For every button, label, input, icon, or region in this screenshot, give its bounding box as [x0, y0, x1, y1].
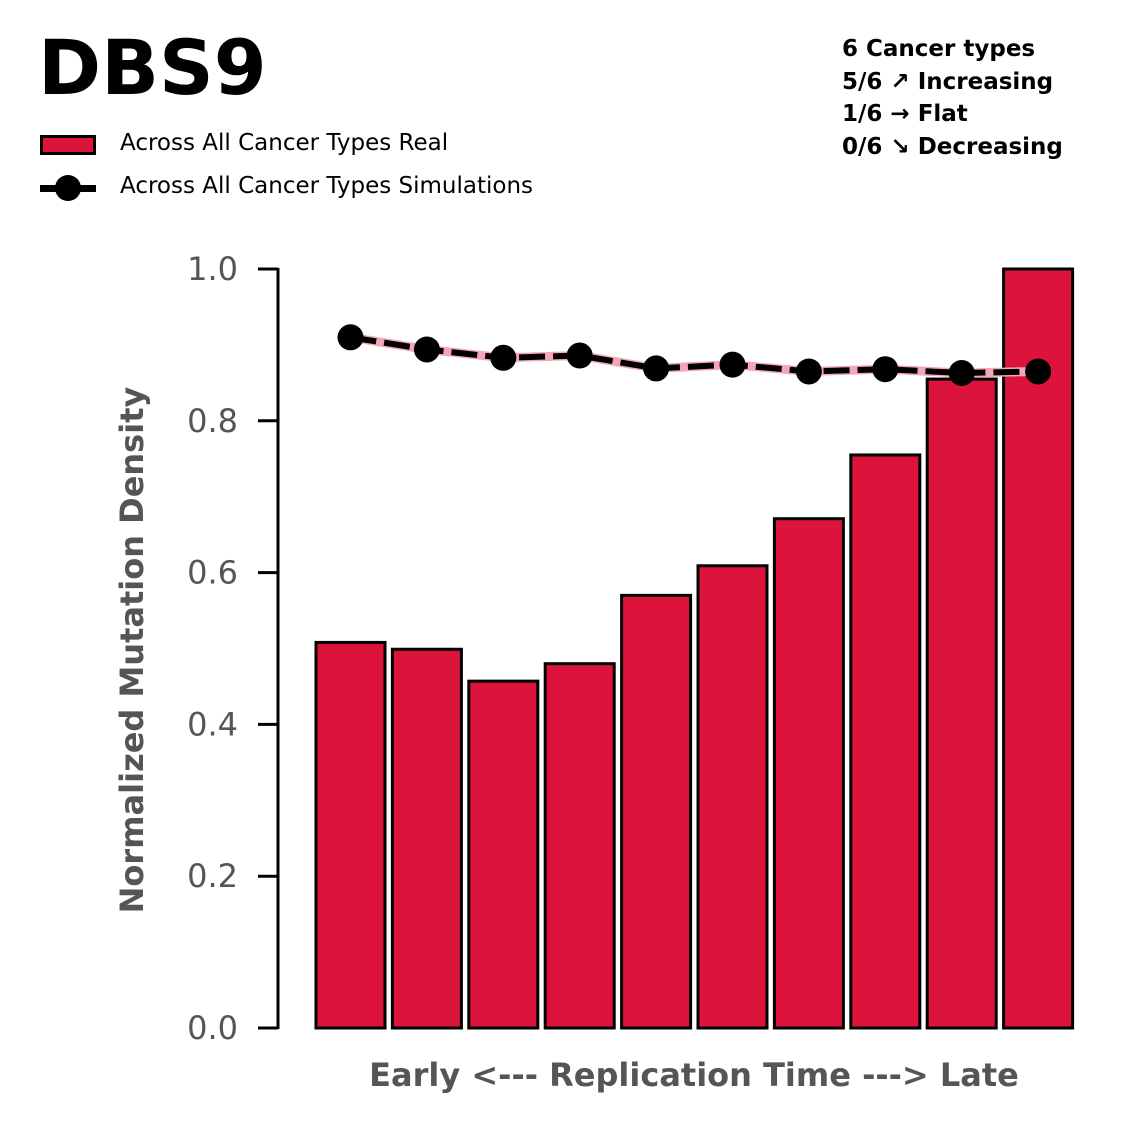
x-axis-title: Early <--- Replication Time ---> Late: [369, 1056, 1019, 1094]
summary-annotation: 6 Cancer types 5/6 ↗ Increasing 1/6 → Fl…: [842, 33, 1063, 163]
chart-title: DBS9: [38, 23, 267, 112]
y-tick-label: 0.2: [187, 857, 238, 895]
legend-label-simulations: Across All Cancer Types Simulations: [120, 173, 534, 199]
simulation-line: [350, 334, 1039, 376]
simulation-point: [795, 358, 822, 385]
y-tick-label: 0.8: [187, 402, 238, 440]
bar-real: [925, 377, 998, 1030]
bar-real: [467, 679, 540, 1030]
simulation-point: [337, 324, 364, 351]
summary-line: 0/6 ↘ Decreasing: [842, 133, 1063, 160]
y-tick-label: 1.0: [187, 250, 238, 288]
bar-real: [620, 593, 693, 1030]
bar-real: [849, 453, 922, 1030]
legend-label-real: Across All Cancer Types Real: [120, 130, 449, 156]
legend-swatch-bar: [40, 135, 96, 155]
simulation-point: [566, 342, 593, 369]
y-tick-label: 0.4: [187, 705, 238, 743]
legend-item-real: Across All Cancer Types Real: [38, 128, 658, 158]
summary-line: 6 Cancer types: [842, 36, 1036, 62]
bar-real: [1002, 267, 1075, 1030]
legend-swatch-marker: [55, 175, 81, 201]
bar-real: [696, 564, 769, 1030]
simulation-point: [1025, 358, 1052, 385]
y-axis-title: Normalized Mutation Density: [113, 387, 151, 914]
bar-real: [390, 647, 463, 1030]
summary-line: 5/6 ↗ Increasing: [842, 68, 1054, 95]
y-tick-label: 0.0: [187, 1009, 238, 1047]
simulation-point: [872, 356, 899, 383]
summary-line: 1/6 → Flat: [842, 101, 968, 127]
simulation-point: [719, 351, 746, 378]
bar-real: [772, 517, 845, 1030]
bar-real: [543, 662, 616, 1030]
legend-item-simulations: Across All Cancer Types Simulations: [38, 171, 658, 201]
simulation-point: [490, 344, 517, 371]
simulation-point: [948, 359, 975, 386]
y-tick-label: 0.6: [187, 554, 238, 592]
simulation-point: [413, 336, 440, 363]
simulation-point: [643, 355, 670, 382]
bar-real: [314, 640, 387, 1030]
